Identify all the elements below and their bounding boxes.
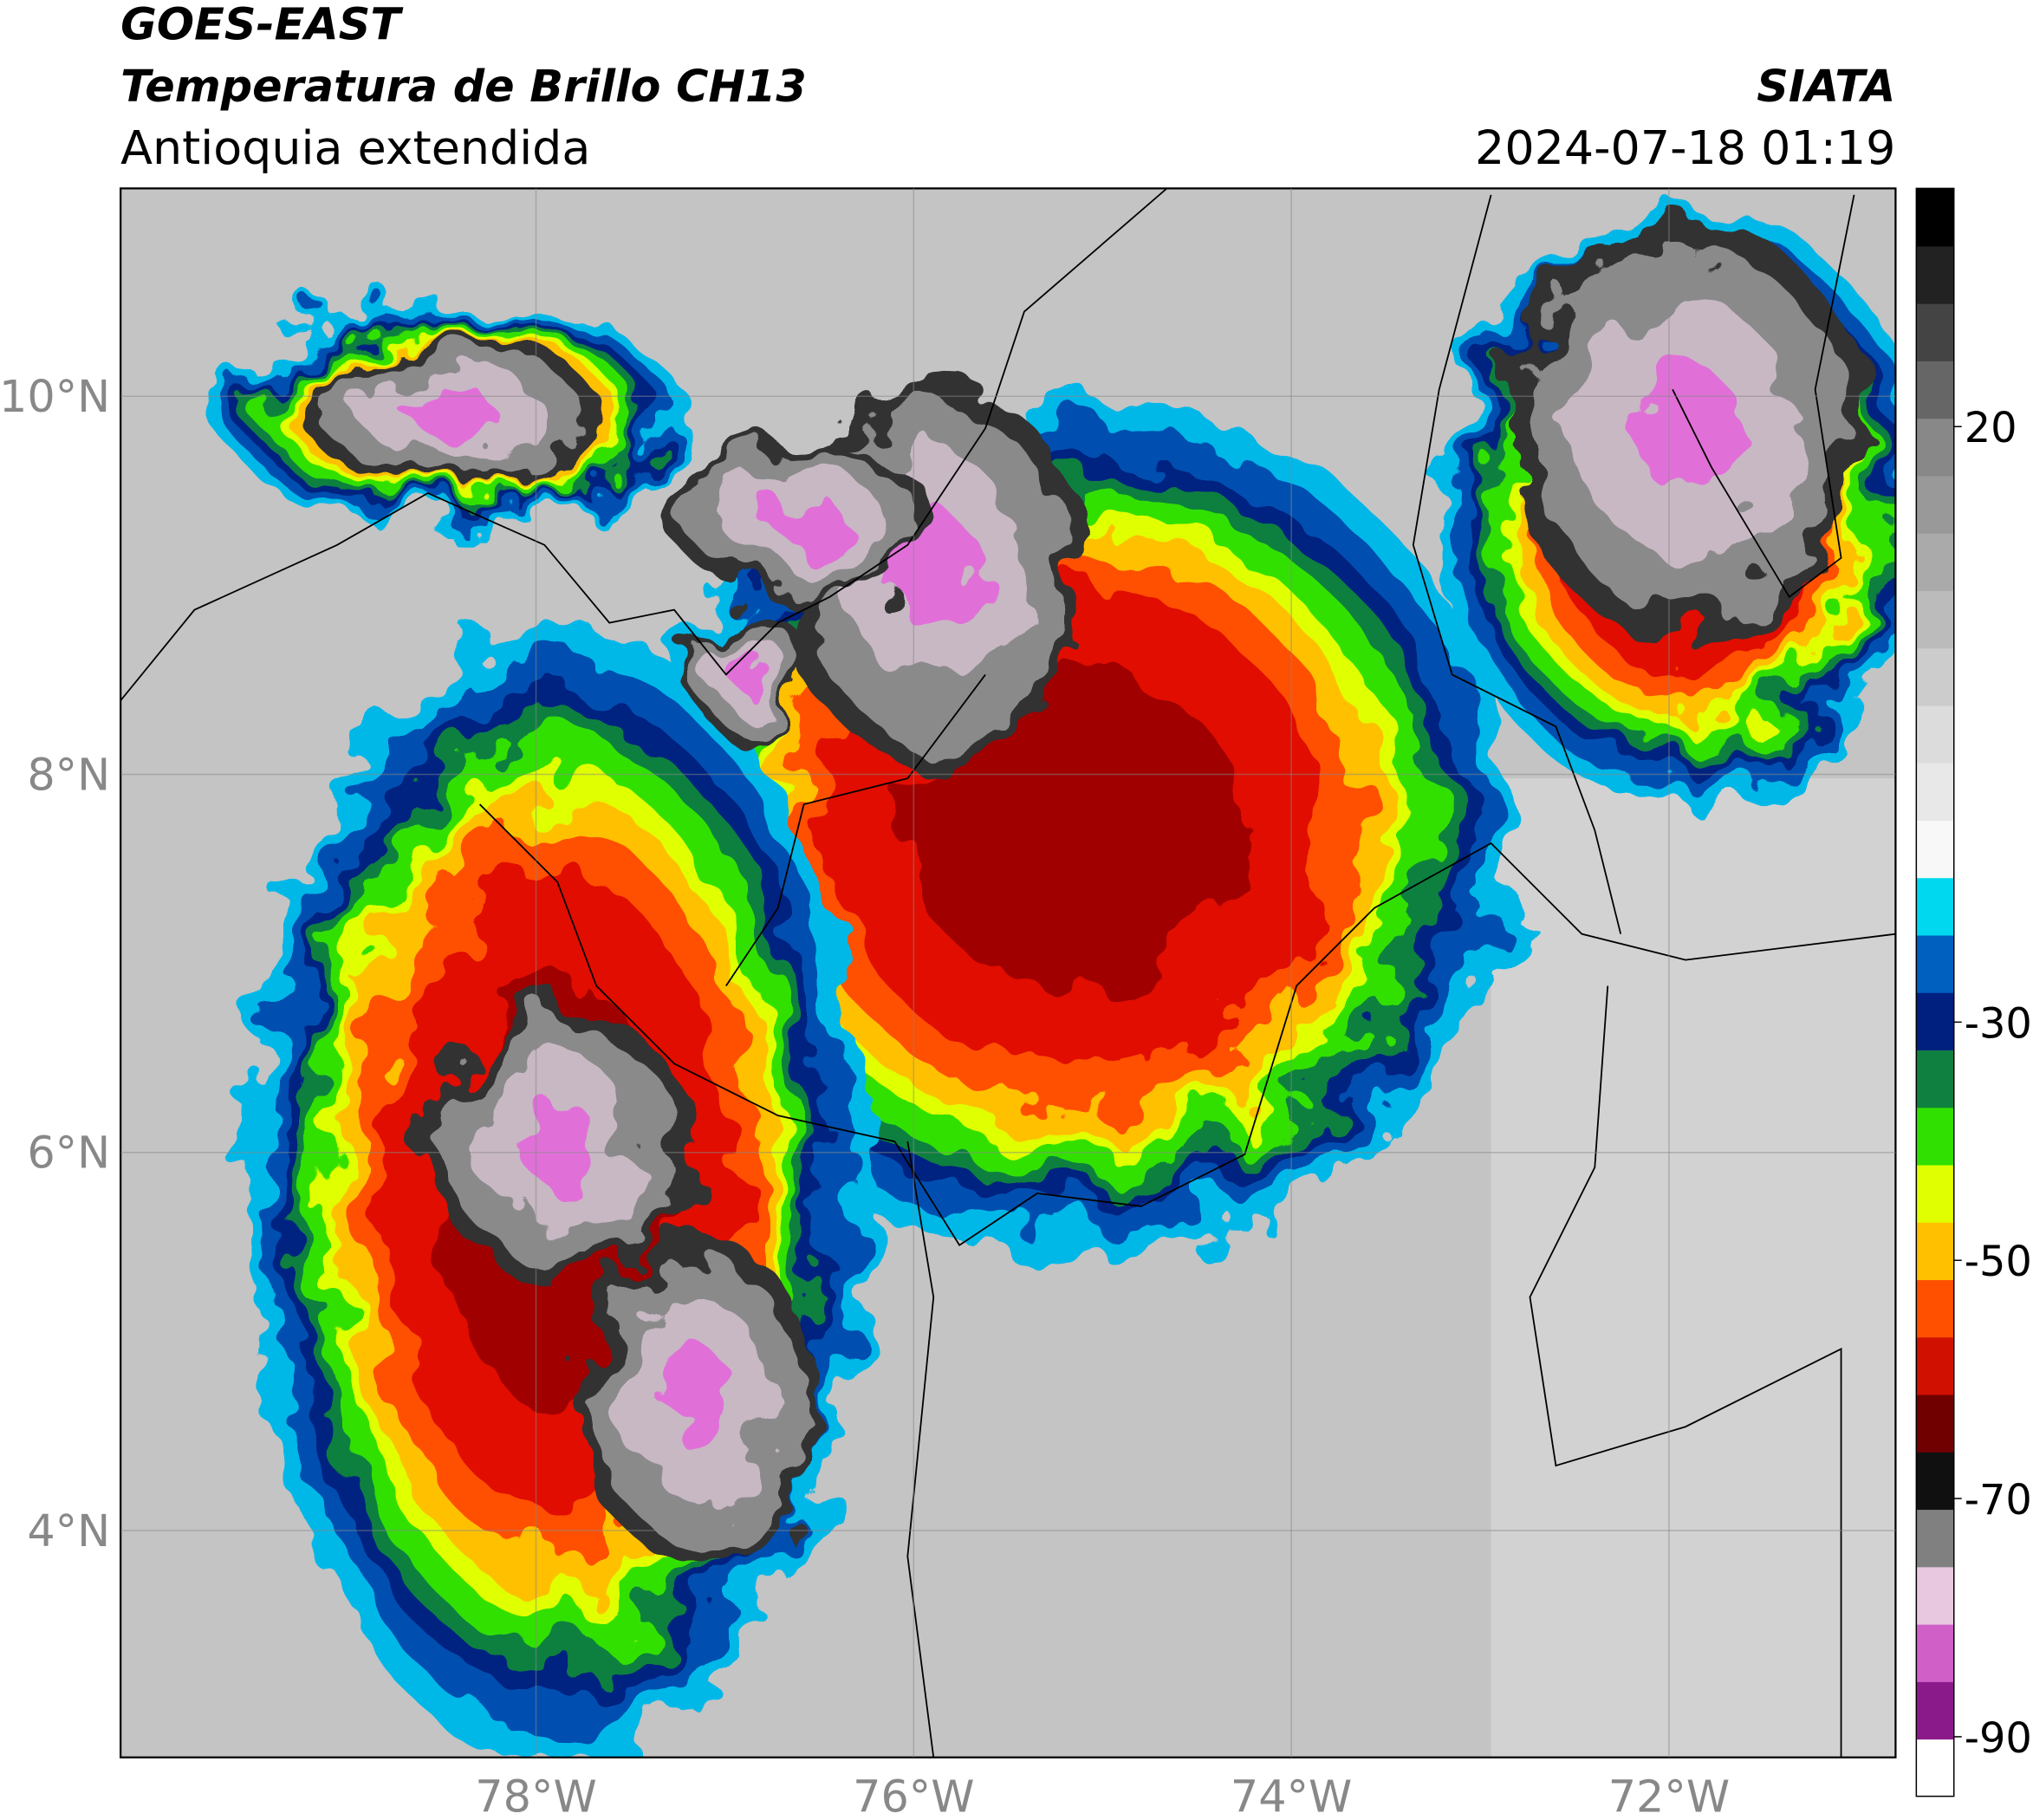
map-frame bbox=[120, 187, 1897, 1758]
colorbar-segment bbox=[1916, 647, 1954, 706]
satellite: GOES-EAST bbox=[120, 0, 404, 49]
y-tick-label: 8°N bbox=[27, 749, 110, 800]
colorbar-tick-label: 20 bbox=[1965, 405, 2017, 452]
colorbar-segment bbox=[1916, 1509, 1954, 1568]
colorbar-segment bbox=[1916, 188, 1954, 247]
map-image bbox=[120, 188, 1896, 1758]
colorbar-segment bbox=[1916, 361, 1954, 419]
colorbar-segment bbox=[1916, 1336, 1954, 1395]
colorbar-segment bbox=[1916, 1222, 1954, 1281]
source: SIATA bbox=[1757, 61, 1895, 112]
colorbar-tick-label: -90 bbox=[1965, 1715, 2032, 1763]
borders bbox=[120, 188, 1896, 1758]
colorbar-segment bbox=[1916, 934, 1954, 993]
colorbar-segment bbox=[1916, 1623, 1954, 1682]
colorbar-segment bbox=[1916, 1452, 1954, 1511]
y-tick-label: 10°N bbox=[0, 371, 110, 422]
colorbar-segment bbox=[1916, 1394, 1954, 1453]
cloud-top bbox=[1631, 364, 1740, 492]
colorbar-segment bbox=[1916, 705, 1954, 764]
colorbar-segment bbox=[1916, 590, 1954, 649]
datetime: 2024-07-18 01:19 bbox=[1475, 120, 1895, 175]
colorbar-segment bbox=[1916, 418, 1954, 477]
cloud-top bbox=[763, 496, 845, 543]
y-tick-label: 6°N bbox=[27, 1128, 110, 1179]
storms bbox=[220, 207, 1896, 1758]
y-tick-label: 4°N bbox=[27, 1505, 110, 1557]
colorbar-segment bbox=[1916, 762, 1954, 821]
colorbar-segment bbox=[1916, 1050, 1954, 1108]
colorbar-segment bbox=[1916, 1566, 1954, 1625]
product: Temperatura de Brillo CH13 bbox=[120, 61, 807, 112]
colorbar-segment bbox=[1916, 1681, 1954, 1740]
colorbar-tick-label: -50 bbox=[1965, 1238, 2032, 1286]
colorbar-segment bbox=[1916, 820, 1954, 879]
cloud-top bbox=[516, 1100, 599, 1183]
colorbar-segment bbox=[1916, 1164, 1954, 1223]
colorbar-segment bbox=[1916, 532, 1954, 591]
region: Antioquia extendida bbox=[120, 120, 590, 175]
cloud-top bbox=[733, 653, 770, 696]
cloud-top bbox=[408, 393, 500, 439]
colorbar-segment bbox=[1916, 245, 1954, 304]
colorbar-segment bbox=[1916, 877, 1954, 936]
x-tick-label: 78°W bbox=[475, 1771, 596, 1820]
clear-area bbox=[1491, 778, 1896, 1758]
x-tick-label: 72°W bbox=[1608, 1771, 1730, 1820]
colorbar-segment bbox=[1916, 1107, 1954, 1166]
x-tick-label: 76°W bbox=[853, 1771, 974, 1820]
colorbar-segment bbox=[1916, 1279, 1954, 1338]
colorbar-frame bbox=[1915, 187, 1955, 1797]
x-tick-label: 74°W bbox=[1231, 1771, 1352, 1820]
colorbar-segment bbox=[1916, 992, 1954, 1051]
colorbar-tick-label: -70 bbox=[1965, 1477, 2032, 1524]
colorbar-tick-label: -30 bbox=[1965, 1000, 2032, 1048]
cloud-top bbox=[664, 1350, 737, 1451]
colorbar-segment bbox=[1916, 1739, 1954, 1797]
colorbar-segment bbox=[1916, 475, 1954, 534]
colorbar-segment bbox=[1916, 302, 1954, 361]
